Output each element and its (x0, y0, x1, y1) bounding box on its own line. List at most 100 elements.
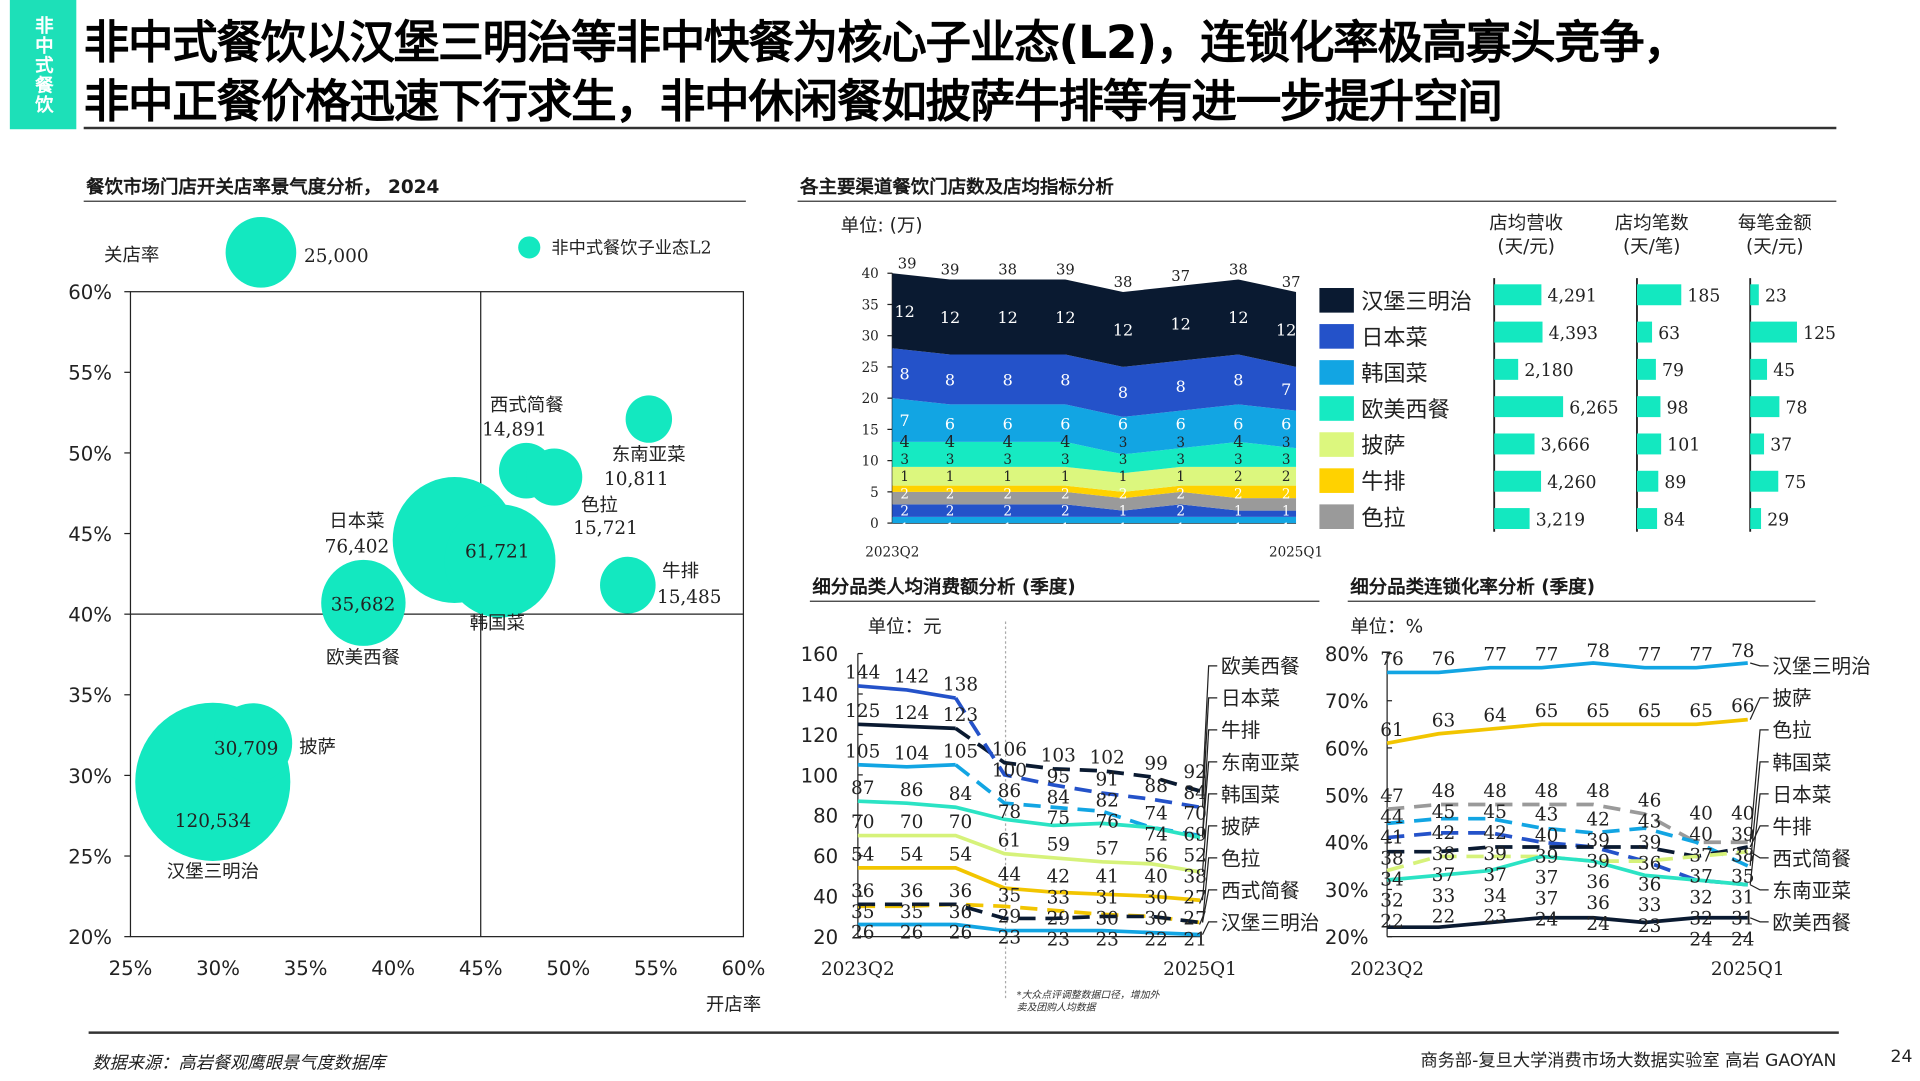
metric-value-label: 84 (1663, 510, 1685, 530)
spend-y-tick-label: 160 (801, 643, 839, 666)
spend-data-label: 70 (900, 812, 923, 833)
stack-value-label: 3 (1282, 435, 1291, 451)
stack-area-牛排 (892, 485, 1297, 499)
chain-data-label: 44 (1380, 807, 1403, 828)
chain-data-label: 37 (1432, 865, 1455, 886)
chain-title-divider (1347, 600, 1816, 602)
chain-data-label: 48 (1535, 781, 1558, 802)
spend-data-label: 78 (998, 802, 1021, 823)
spend-legend-label: 西式简餐 (1221, 879, 1300, 902)
chain-data-label: 66 (1731, 696, 1754, 717)
metric-value-label: 98 (1667, 398, 1689, 418)
spend-data-label: 123 (943, 705, 978, 726)
stack-value-label: 2 (1282, 486, 1291, 502)
chain-legend-label: 欧美西餐 (1772, 911, 1851, 934)
chain-data-label: 24 (1586, 914, 1609, 935)
stack-value-label: 6 (945, 414, 955, 433)
metric-value-label: 4,260 (1547, 473, 1596, 493)
stack-total-label: 39 (1056, 262, 1075, 279)
stack-value-label: 3 (946, 452, 955, 468)
chain-data-label: 37 (1689, 846, 1712, 867)
metric-bar (1494, 470, 1542, 492)
bubble-value-label: 30,709 (214, 738, 279, 759)
stack-value-label: 1 (1234, 504, 1243, 520)
spend-legend-leader (1201, 857, 1218, 923)
stack-value-label: 6 (1176, 415, 1186, 434)
chain-data-label: 76 (1380, 649, 1403, 670)
spend-y-tick-label: 60 (813, 845, 838, 868)
spend-legend-leader (1201, 825, 1218, 901)
metric-value-label: 29 (1767, 510, 1789, 530)
chain-data-label: 37 (1535, 888, 1558, 909)
chain-unit: 单位：% (1350, 615, 1424, 638)
size-reference-bubble (225, 217, 297, 288)
legend-marker (518, 236, 541, 259)
bubble-name-label: 欧美西餐 (326, 647, 400, 668)
chain-data-label: 32 (1689, 887, 1712, 908)
spend-x-label-start: 2023Q2 (821, 959, 895, 980)
spend-data-label: 70 (851, 812, 874, 833)
stack-value-label: 7 (900, 411, 910, 430)
chain-data-label: 42 (1483, 823, 1506, 844)
chain-data-label: 22 (1432, 907, 1455, 928)
chain-legend-label: 汉堡三明治 (1772, 655, 1870, 678)
stack-value-label: 1 (1282, 521, 1291, 537)
chain-line-汉堡三明治 (1387, 661, 1748, 675)
stores-chart-title: 各主要渠道餐饮门店数及店均指标分析 (800, 176, 1114, 199)
slide-title-line-2: 非中正餐价格迅速下行求生，非中休闲餐如披萨牛排等有进一步提升空间 (83, 75, 1503, 129)
spend-data-label: 33 (1047, 887, 1070, 908)
spend-chart-title: 细分品类人均消费额分析 (季度) (812, 576, 1076, 599)
stack-value-label: 1 (1234, 521, 1243, 537)
spend-data-label: 57 (1095, 838, 1118, 859)
stack-value-label: 2 (946, 504, 955, 520)
stack-y-tick-label: 5 (870, 485, 879, 501)
spend-data-label: 69 (1183, 825, 1206, 846)
bubble-name-label: 东南亚菜 (612, 444, 686, 465)
spend-data-label: 105 (943, 741, 978, 762)
spend-data-label: 76 (1095, 812, 1118, 833)
spend-data-label: 23 (1095, 929, 1118, 950)
spend-data-label: 22 (1144, 929, 1167, 950)
spend-data-label: 30 (1095, 908, 1118, 929)
chain-data-label: 36 (1638, 853, 1661, 874)
metric-bar (1494, 358, 1519, 380)
stack-legend-swatch (1319, 432, 1354, 457)
spend-data-label: 41 (1095, 866, 1118, 887)
spend-data-label: 31 (1095, 887, 1118, 908)
stack-value-label: 6 (1003, 414, 1013, 433)
spend-data-label: 54 (851, 845, 874, 866)
y-tick-label: 50% (68, 442, 112, 465)
spend-data-label: 88 (1144, 776, 1167, 797)
bubble-value-label: 76,402 (325, 537, 390, 558)
spend-data-label: 103 (1041, 745, 1076, 766)
x-tick-label: 30% (196, 957, 240, 980)
y-tick-label: 45% (68, 523, 112, 546)
spend-legend-leader (1201, 889, 1218, 923)
stack-value-label: 1 (1119, 521, 1128, 537)
metric-bar (1494, 284, 1542, 306)
stack-value-label: 1 (900, 469, 909, 485)
chain-line-日本菜 (1386, 830, 1748, 887)
chain-data-label: 31 (1731, 887, 1754, 908)
spend-legend-leader (1201, 921, 1218, 935)
stack-value-label: 7 (1281, 380, 1291, 399)
metric-bar (1494, 508, 1530, 529)
chain-data-label: 38 (1731, 846, 1754, 867)
spend-data-label: 61 (998, 830, 1021, 851)
stack-value-label: 1 (946, 469, 955, 485)
stack-value-label: 8 (1060, 371, 1070, 390)
stack-value-label: 1 (946, 521, 955, 537)
chain-data-label: 63 (1432, 710, 1455, 731)
stack-total-label: 37 (1171, 268, 1190, 285)
spend-legend-label: 韩国菜 (1221, 783, 1280, 806)
chain-legend-leader (1749, 917, 1769, 923)
spend-data-label: 92 (1183, 762, 1206, 783)
stack-value-label: 3 (1176, 452, 1185, 468)
stack-value-label: 1 (1282, 504, 1291, 520)
footer-credit: 商务部-复旦大学消费市场大数据实验室 高岩 GAOYAN (1420, 1051, 1837, 1071)
spend-data-label: 84 (1047, 787, 1070, 808)
spend-footnote: *大众点评调整数据口径，增加外卖及团购人均数据 (1016, 989, 1160, 1013)
stack-y-tick-label: 0 (870, 516, 879, 532)
chain-data-label: 40 (1689, 804, 1712, 825)
chain-legend-leader (1749, 761, 1769, 866)
